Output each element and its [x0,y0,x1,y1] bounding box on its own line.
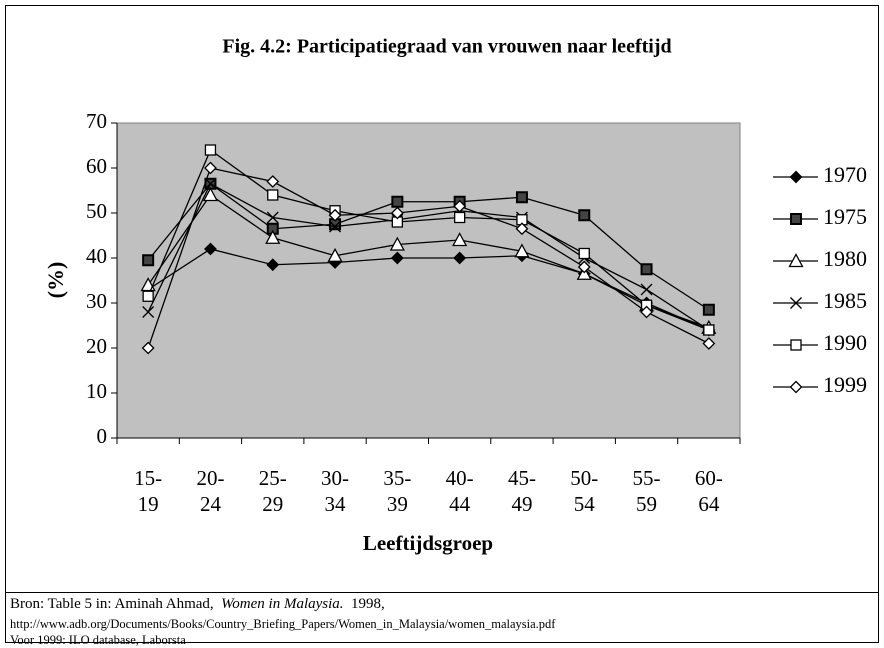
marker [266,211,279,224]
x-tick-label: 25-29 [258,466,287,516]
marker [267,189,279,201]
marker [702,303,715,316]
source-book: Women in Malaysia. [221,596,344,612]
legend-label: 1980 [823,246,867,271]
marker [327,247,343,262]
legend-label: 1985 [823,288,867,313]
y-tick-label: 30 [86,289,107,313]
y-tick-label: 20 [86,334,107,358]
source-url: http://www.adb.org/Documents/Books/Count… [10,617,556,631]
legend-marker [789,380,803,394]
y-tick-label: 0 [97,424,108,448]
marker [141,341,155,355]
marker [142,306,155,318]
marker [204,242,217,256]
x-tick-label: 45-49 [507,466,536,516]
marker [578,209,591,222]
marker [640,283,653,296]
marker [142,290,154,302]
marker [390,251,404,265]
marker [266,258,280,272]
marker [453,211,466,224]
series-line [147,167,710,349]
x-tick-label: 30-34 [321,466,350,516]
source-year: 1998, [351,596,385,612]
marker [204,144,217,156]
legend-marker [790,339,802,351]
y-tick-label: 70 [86,109,107,133]
marker [453,251,467,265]
legend-marker [790,297,802,309]
series-line [147,248,710,331]
frame [5,5,879,643]
legend-label: 1970 [823,162,867,187]
x-tick-label: 40-44 [445,466,474,516]
legend-marker [790,213,802,225]
marker [390,206,404,220]
marker [328,208,342,222]
marker [204,161,217,175]
y-tick-label: 40 [86,244,107,268]
marker [578,247,590,260]
marker [202,187,219,202]
legend-label: 1975 [823,204,867,229]
marker [515,191,528,204]
source-note: Voor 1999: ILO database, Laborsta [10,633,186,647]
x-axis-title: Leeftijdsgroep [363,531,493,555]
series-line [147,182,710,311]
y-axis-title: (%) [43,262,68,299]
marker [514,243,530,258]
marker [703,324,715,336]
x-tick-label: 60-64 [694,466,723,516]
marker [702,337,716,350]
y-tick-label: 10 [86,379,107,403]
legend-marker [789,170,803,184]
marker [391,195,404,208]
marker [577,260,591,274]
marker [515,222,529,236]
marker [266,175,280,188]
source-prefix: Bron: Table 5 in: Aminah Ahmad, [10,596,214,612]
marker [640,305,653,319]
x-tick-label: 20-24 [196,466,225,516]
chart-title: Fig. 4.2: Participatiegraad van vrouwen … [222,36,671,58]
source-line: Bron: Table 5 in: Aminah Ahmad, Women in… [10,596,385,613]
legend-marker [788,253,804,268]
plot-area [116,122,741,439]
marker [329,220,342,233]
marker [265,229,281,244]
marker [389,236,405,251]
marker [453,199,467,213]
x-tick-label: 35-39 [383,466,412,516]
legend-label: 1990 [823,330,867,355]
y-tick-label: 60 [86,154,107,178]
marker [142,254,155,267]
legend-label: 1999 [823,372,867,397]
series-line [147,182,710,331]
x-tick-label: 55-59 [632,466,661,516]
marker [452,232,468,247]
series-line [147,148,710,331]
marker [640,263,653,276]
x-tick-label: 15-19 [134,466,163,516]
y-tick-label: 50 [86,199,107,223]
x-tick-label: 50-54 [570,466,599,516]
